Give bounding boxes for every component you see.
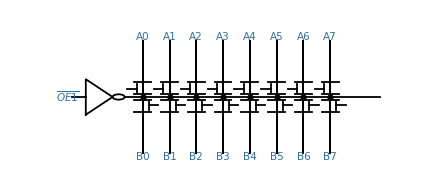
Text: B4: B4 [243, 152, 257, 162]
Text: B5: B5 [270, 152, 283, 162]
Text: B3: B3 [216, 152, 230, 162]
Text: B0: B0 [136, 152, 149, 162]
Text: A6: A6 [296, 32, 310, 42]
Text: A5: A5 [270, 32, 283, 42]
Text: B7: B7 [323, 152, 337, 162]
Text: B1: B1 [162, 152, 176, 162]
Text: A0: A0 [136, 32, 149, 42]
Text: A3: A3 [216, 32, 230, 42]
Text: B2: B2 [189, 152, 203, 162]
Text: $\overline{OE1}$: $\overline{OE1}$ [56, 90, 79, 104]
Text: A2: A2 [189, 32, 203, 42]
Text: A7: A7 [323, 32, 337, 42]
Text: B6: B6 [296, 152, 310, 162]
Text: A4: A4 [243, 32, 257, 42]
Text: A1: A1 [162, 32, 176, 42]
